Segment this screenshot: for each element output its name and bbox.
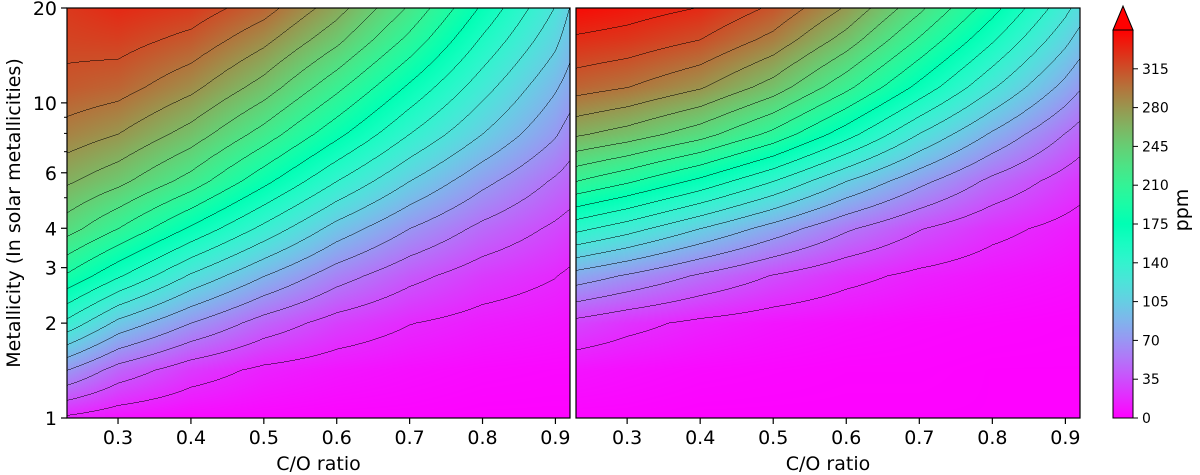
- y-tick-label: 1: [45, 408, 57, 430]
- right-panel-frame: [575, 7, 1081, 419]
- x-tick-label: 0.3: [612, 427, 642, 449]
- colorbar-label: ppm: [1171, 189, 1193, 232]
- y-tick-label: 6: [45, 163, 57, 185]
- right-contour-fill: [576, 8, 1080, 418]
- colorbar-gradient: [1112, 29, 1134, 419]
- colorbar-tick-label: 70: [1142, 333, 1160, 349]
- y-tick-label: 10: [33, 93, 57, 115]
- x-tick-label: 0.5: [758, 427, 788, 449]
- x-tick-label: 0.3: [103, 427, 133, 449]
- left-y-ticks: 1 2 3 4 6 10 20: [33, 0, 67, 430]
- colorbar-tick-label: 105: [1142, 295, 1169, 311]
- right-contour-panel: 0.3 0.4 0.5 0.6 0.7 0.8 0.9: [575, 7, 1081, 449]
- colorbar-ticks: 0 35 70 105 140 175 210 245 280 315: [1133, 62, 1169, 427]
- left-panel-frame: [66, 7, 571, 419]
- y-tick-label: 3: [45, 258, 57, 280]
- y-tick-label: 4: [45, 218, 57, 240]
- colorbar-extend-arrow: [1112, 4, 1134, 31]
- x-tick-label: 0.9: [1050, 427, 1080, 449]
- x-tick-label: 0.7: [904, 427, 934, 449]
- y-axis-label: Metallicity (In solar metallicities): [3, 58, 25, 367]
- x-tick-label: 0.8: [977, 427, 1007, 449]
- x-tick-label: 0.6: [322, 427, 352, 449]
- left-contour-fill: [67, 8, 570, 418]
- colorbar: 0 35 70 105 140 175 210 245 280 315 ppm: [1112, 4, 1193, 427]
- x-tick-label: 0.8: [467, 427, 497, 449]
- colorbar-tick-label: 0: [1142, 411, 1151, 427]
- colorbar-tick-label: 315: [1142, 62, 1169, 78]
- x-tick-label: 0.4: [176, 427, 206, 449]
- x-tick-label: 0.7: [395, 427, 425, 449]
- y-tick-label: 20: [33, 0, 57, 20]
- left-x-axis-label: C/O ratio: [276, 453, 360, 475]
- colorbar-tick-label: 35: [1142, 372, 1160, 388]
- x-tick-label: 0.5: [249, 427, 279, 449]
- colorbar-tick-label: 140: [1142, 256, 1169, 272]
- colorbar-tick-label: 210: [1142, 178, 1169, 194]
- x-tick-label: 0.6: [831, 427, 861, 449]
- left-x-ticks: 0.3 0.4 0.5 0.6 0.7 0.8 0.9: [103, 418, 571, 449]
- colorbar-tick-label: 245: [1142, 139, 1169, 155]
- right-x-axis-label: C/O ratio: [786, 453, 870, 475]
- y-tick-label: 2: [45, 313, 57, 335]
- left-contour-panel: 0.3 0.4 0.5 0.6 0.7 0.8 0.9 1 2 3 4 6 10 20: [33, 0, 571, 449]
- colorbar-tick-label: 280: [1142, 101, 1169, 117]
- x-tick-label: 0.9: [540, 427, 570, 449]
- right-x-ticks: 0.3 0.4 0.5 0.6 0.7 0.8 0.9: [612, 418, 1081, 449]
- x-tick-label: 0.4: [685, 427, 715, 449]
- colorbar-tick-label: 175: [1142, 217, 1169, 233]
